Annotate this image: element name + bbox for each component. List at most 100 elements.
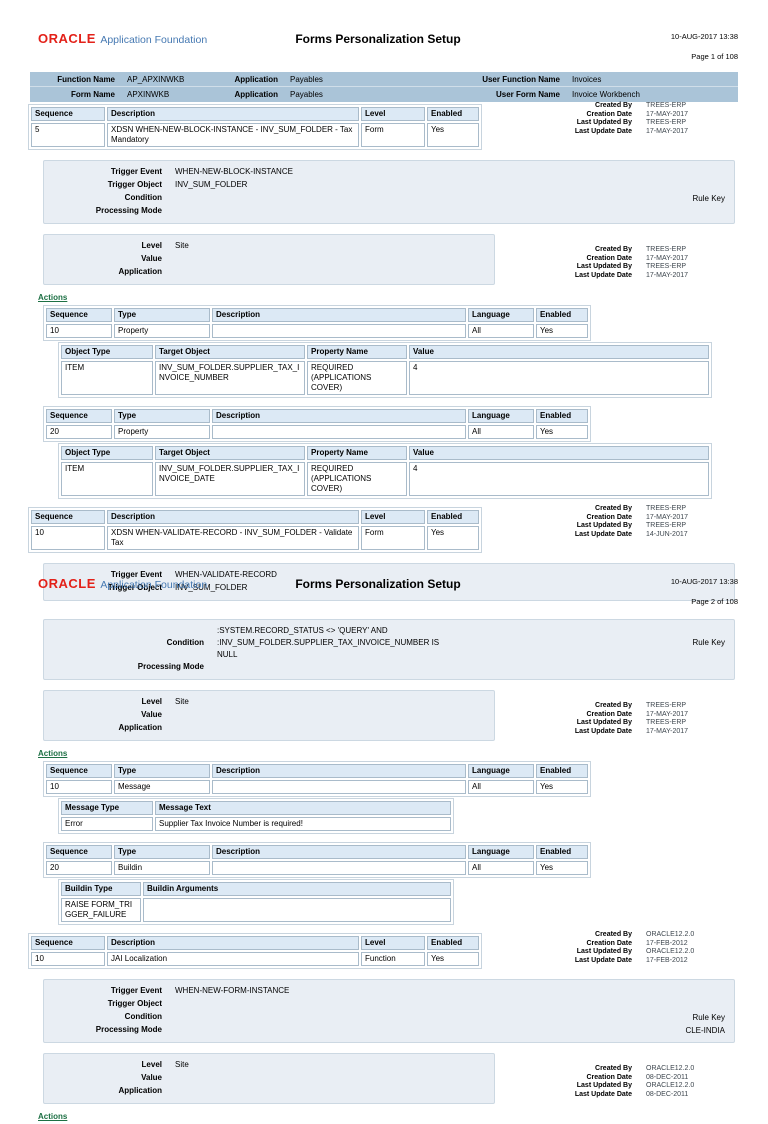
scope-panel-1: Level Site Value Application: [43, 690, 495, 741]
col-value: Value: [409, 345, 709, 359]
creation-date-value: 17-FEB-2012: [646, 939, 688, 947]
creation-date-label: Creation Date: [586, 513, 632, 521]
col-sequence: Sequence: [46, 845, 112, 859]
scope-section-2: Level Site Value Application Created By OR…: [0, 1053, 768, 1104]
trigger-event-value: WHEN-NEW-FORM-INSTANCE: [175, 986, 290, 995]
scope-section-1: Level Site Value Application Created By TR…: [0, 234, 768, 285]
message-detail-table: Message Type Message Text Error Supplier…: [58, 798, 454, 834]
col-sequence: Sequence: [46, 308, 112, 322]
creation-date-value: 17-MAY-2017: [646, 513, 689, 521]
col-enabled: Enabled: [536, 409, 588, 423]
cell-description: XDSN WHEN-NEW-BLOCK-INSTANCE - INV_SUM_F…: [107, 123, 359, 147]
rule-section-1: Sequence Description Level Enabled 10 JA…: [0, 931, 768, 969]
col-type: Type: [114, 409, 210, 423]
rule-section-2: Sequence Description Level Enabled 10 XD…: [0, 505, 768, 553]
actions-link[interactable]: Actions: [38, 749, 68, 758]
trigger-object-label: Trigger Object: [107, 583, 162, 592]
trigger-object-label: Trigger Object: [107, 999, 162, 1008]
col-level: Level: [361, 107, 425, 121]
created-by-value: ORACLE12.2.0: [646, 931, 695, 938]
created-by-value: TREES-ERP: [646, 246, 687, 253]
rule-key-label: Rule Key: [692, 1012, 725, 1022]
action-table-2: Sequence Type Description Language Enabl…: [43, 842, 591, 878]
creation-date-label: Creation Date: [586, 254, 632, 262]
cell-sequence: 20: [46, 861, 112, 875]
level-value: Site: [175, 697, 189, 706]
page-header: ORACLE Application Foundation Forms Pers…: [38, 575, 738, 606]
level-value: Site: [175, 241, 189, 250]
last-updated-by-value: TREES-ERP: [646, 522, 687, 529]
cell-type: Message: [114, 780, 210, 794]
col-message-text: Message Text: [155, 801, 451, 815]
last-update-date-value: 08-DEC-2011: [646, 1090, 689, 1098]
rule-table-1: Sequence Description Level Enabled 5 XDS…: [28, 104, 482, 150]
trigger-panel-2: Trigger Event WHEN-VALIDATE-RECORD Trigge…: [43, 563, 735, 601]
col-level: Level: [361, 510, 425, 524]
condition-value: :SYSTEM.RECORD_STATUS <> 'QUERY' AND :IN…: [217, 626, 440, 659]
cell-description: XDSN WHEN-VALIDATE-RECORD - INV_SUM_FOLD…: [107, 526, 359, 550]
col-description: Description: [107, 936, 359, 950]
last-updated-by-label: Last Updated By: [576, 948, 632, 955]
creation-date-label: Creation Date: [586, 939, 632, 947]
scope-panel-1: Level Site Value Application: [43, 234, 495, 285]
cell-level: Function: [361, 952, 425, 966]
rule-table-2: Sequence Description Level Enabled 10 XD…: [28, 507, 482, 553]
last-updated-by-label: Last Updated By: [576, 1082, 632, 1089]
property-row: ITEM INV_SUM_FOLDER.SUPPLIER_TAX_INVOICE…: [61, 462, 709, 496]
trigger-object-label: Trigger Object: [107, 180, 162, 189]
col-object-type: Object Type: [61, 446, 153, 460]
actions-link[interactable]: Actions: [38, 1112, 68, 1121]
form-name-value: APXINWKB: [127, 90, 170, 99]
user-form-name-label: User Form Name: [495, 90, 560, 99]
oracle-logo: ORACLE Application Foundation: [38, 575, 207, 593]
col-enabled: Enabled: [427, 107, 479, 121]
col-level: Level: [361, 936, 425, 950]
info-band-row: Form Name APXINWKB Application Payables …: [30, 87, 738, 102]
last-update-date-value: 14-JUN-2017: [646, 530, 688, 538]
cell-property-name: REQUIRED (APPLICATIONS COVER): [307, 462, 407, 496]
processing-mode-label: Processing Mode: [95, 1025, 162, 1034]
action-row: 20 Buildin All Yes: [46, 861, 588, 875]
actions-link[interactable]: Actions: [38, 293, 68, 302]
rule-section-1: Sequence Description Level Enabled 5 XDS…: [0, 102, 768, 150]
rule-row: 10 JAI Localization Function Yes: [31, 952, 479, 966]
col-description: Description: [107, 510, 359, 524]
last-updated-by-value: TREES-ERP: [646, 263, 687, 270]
condition-label: Condition: [124, 1012, 162, 1021]
oracle-logo-text: ORACLE: [38, 576, 96, 591]
buildin-row: RAISE FORM_TRIGGER_FAILURE: [61, 898, 451, 922]
cell-sequence: 5: [31, 123, 105, 147]
last-updated-by-label: Last Updated By: [576, 263, 632, 270]
cell-enabled: Yes: [536, 324, 588, 338]
trigger-event-label: Trigger Event: [110, 986, 162, 995]
col-buildin-type: Buildin Type: [61, 882, 141, 896]
trigger-panel-1: Trigger Event WHEN-NEW-BLOCK-INSTANCE Tri…: [43, 160, 735, 224]
oracle-logo: ORACLE Application Foundation: [38, 30, 207, 48]
col-target-object: Target Object: [155, 345, 305, 359]
cell-enabled: Yes: [427, 952, 479, 966]
application-label: Application: [118, 267, 162, 276]
rule-key-label: Rule Key: [692, 193, 725, 203]
property-detail-table-2: Object Type Target Object Property Name …: [58, 443, 712, 499]
col-sequence: Sequence: [31, 107, 105, 121]
rule-key-value: CLE-INDIA: [685, 1025, 725, 1035]
page-header: ORACLE Application Foundation Forms Pers…: [38, 30, 738, 61]
cell-language: All: [468, 324, 534, 338]
trigger-panel-1: Trigger Event WHEN-NEW-FORM-INSTANCE Trig…: [43, 979, 735, 1043]
last-updated-by-label: Last Updated By: [576, 719, 632, 726]
last-update-date-value: 17-MAY-2017: [646, 727, 689, 735]
last-updated-by-label: Last Updated By: [576, 119, 632, 126]
application-label: Application: [118, 723, 162, 732]
header-meta: 10-AUG-2017 13:38 Page 2 of 108: [568, 575, 738, 606]
last-updated-by-value: ORACLE12.2.0: [646, 948, 695, 955]
audit-metadata: Created By ORACLE12.2.0 Creation Date 17-F…: [536, 931, 732, 965]
rule-table-1: Sequence Description Level Enabled 10 JA…: [28, 933, 482, 969]
cell-message-text: Supplier Tax Invoice Number is required!: [155, 817, 451, 831]
cell-object-type: ITEM: [61, 361, 153, 395]
condition-panel: Condition:SYSTEM.RECORD_STATUS <> 'QUERY…: [43, 619, 735, 680]
application-label: Application: [118, 1086, 162, 1095]
col-language: Language: [468, 409, 534, 423]
created-by-label: Created By: [595, 102, 632, 109]
application-value: Payables: [290, 74, 323, 84]
col-description: Description: [212, 409, 466, 423]
